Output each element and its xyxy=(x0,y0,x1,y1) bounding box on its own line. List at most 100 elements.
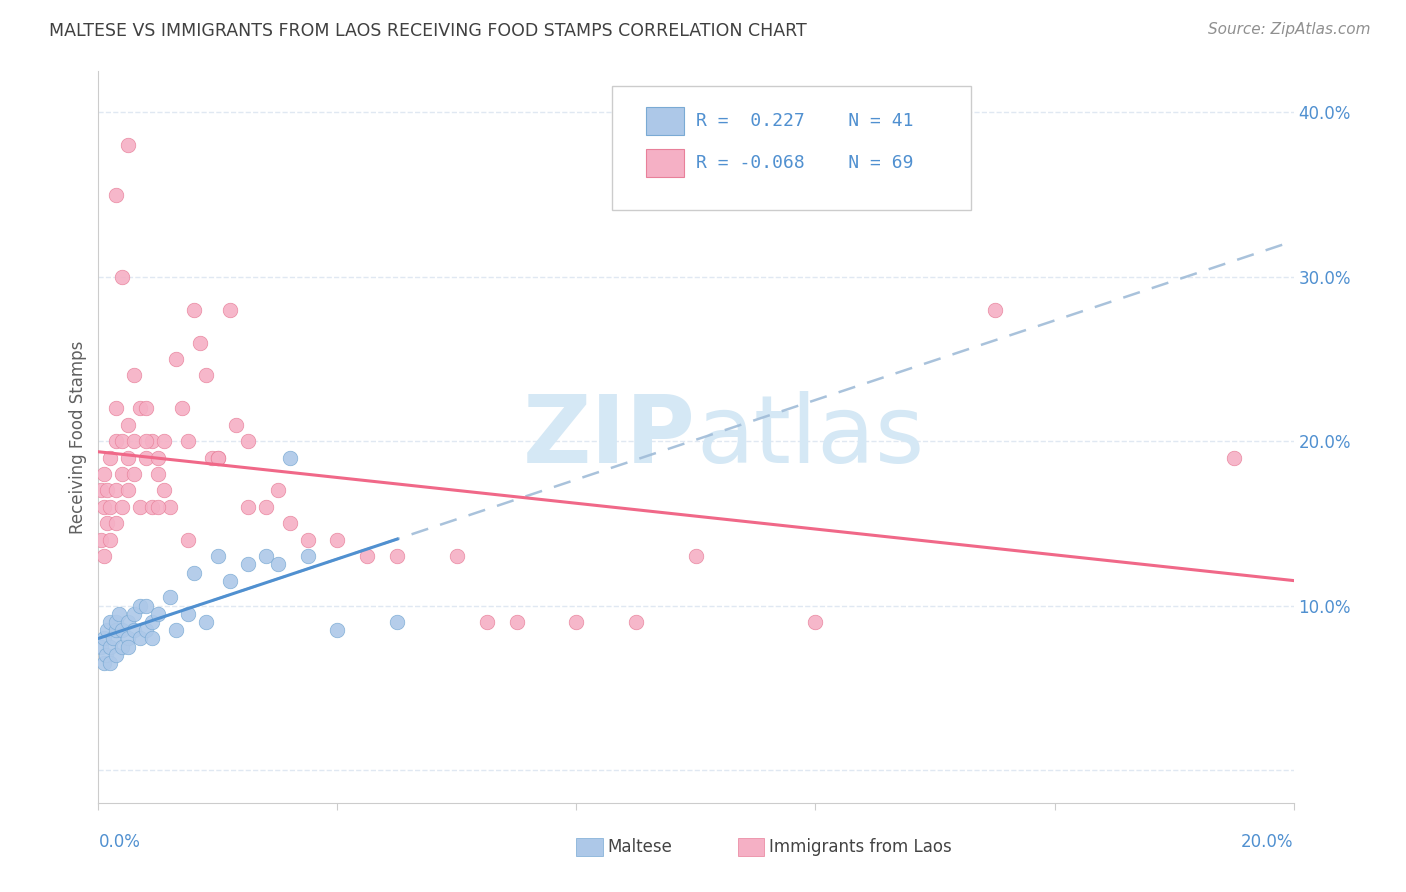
Point xyxy=(105,187,128,202)
Point xyxy=(385,615,409,629)
Point xyxy=(1223,450,1246,465)
Point xyxy=(148,450,170,465)
Point xyxy=(129,599,152,613)
Point xyxy=(141,434,163,449)
Point xyxy=(129,500,152,514)
Point xyxy=(165,624,187,638)
Point xyxy=(93,549,115,564)
Point xyxy=(98,640,122,654)
Point xyxy=(98,450,122,465)
Point xyxy=(98,615,122,629)
Point xyxy=(141,615,163,629)
Point xyxy=(626,615,648,629)
Point xyxy=(124,368,146,383)
Point xyxy=(108,607,131,621)
Text: R = -0.068    N = 69: R = -0.068 N = 69 xyxy=(696,153,914,172)
Point xyxy=(96,516,118,531)
Point xyxy=(201,450,224,465)
Point xyxy=(236,434,259,449)
Point xyxy=(111,500,134,514)
Point xyxy=(98,500,122,514)
Point xyxy=(135,599,157,613)
Point xyxy=(94,648,117,662)
Text: R =  0.227    N = 41: R = 0.227 N = 41 xyxy=(696,112,914,130)
Point xyxy=(236,558,259,572)
Point xyxy=(111,624,134,638)
Point xyxy=(446,549,468,564)
Point xyxy=(278,516,301,531)
Point xyxy=(278,450,301,465)
Point xyxy=(105,624,128,638)
Point xyxy=(326,533,349,547)
Point xyxy=(117,450,139,465)
Point xyxy=(93,467,115,481)
Point xyxy=(105,615,128,629)
Text: MALTESE VS IMMIGRANTS FROM LAOS RECEIVING FOOD STAMPS CORRELATION CHART: MALTESE VS IMMIGRANTS FROM LAOS RECEIVIN… xyxy=(49,22,807,40)
Point xyxy=(385,549,409,564)
Point xyxy=(153,434,176,449)
Text: Source: ZipAtlas.com: Source: ZipAtlas.com xyxy=(1208,22,1371,37)
Point xyxy=(105,401,128,416)
Point xyxy=(195,615,218,629)
Point xyxy=(188,335,211,350)
Point xyxy=(506,615,529,629)
Point xyxy=(135,434,157,449)
Point xyxy=(124,607,146,621)
Point xyxy=(475,615,498,629)
Text: Maltese: Maltese xyxy=(607,838,672,855)
Point xyxy=(159,591,181,605)
Point xyxy=(90,640,112,654)
Point xyxy=(96,624,118,638)
Point xyxy=(93,500,115,514)
Text: 0.0%: 0.0% xyxy=(98,833,141,851)
Point xyxy=(105,516,128,531)
Point xyxy=(254,549,277,564)
Point xyxy=(148,467,170,481)
Point xyxy=(159,500,181,514)
Text: atlas: atlas xyxy=(696,391,924,483)
Point xyxy=(117,417,139,432)
FancyBboxPatch shape xyxy=(613,86,972,211)
Point xyxy=(685,549,707,564)
Point xyxy=(177,434,200,449)
Point xyxy=(356,549,378,564)
Point xyxy=(117,632,139,646)
Point xyxy=(111,640,134,654)
Bar xyxy=(576,838,603,856)
Point xyxy=(297,549,319,564)
Point xyxy=(326,624,349,638)
Point xyxy=(98,656,122,670)
Point xyxy=(90,483,112,498)
Point xyxy=(111,467,134,481)
Text: 20.0%: 20.0% xyxy=(1241,833,1294,851)
Point xyxy=(103,632,125,646)
Point xyxy=(177,607,200,621)
Point xyxy=(135,401,157,416)
Point xyxy=(135,450,157,465)
Point xyxy=(183,302,205,317)
Point xyxy=(93,656,115,670)
Point xyxy=(148,607,170,621)
Point xyxy=(105,434,128,449)
Point xyxy=(105,648,128,662)
Point xyxy=(172,401,194,416)
Point xyxy=(129,632,152,646)
Point xyxy=(117,138,139,153)
Point xyxy=(984,302,1007,317)
Text: ZIP: ZIP xyxy=(523,391,696,483)
Point xyxy=(254,500,277,514)
Point xyxy=(93,632,115,646)
Point xyxy=(148,500,170,514)
Point xyxy=(219,302,242,317)
Y-axis label: Receiving Food Stamps: Receiving Food Stamps xyxy=(69,341,87,533)
Point xyxy=(207,450,229,465)
Bar xyxy=(738,838,763,856)
Point xyxy=(267,558,290,572)
Point xyxy=(225,417,247,432)
Point xyxy=(96,483,118,498)
Point xyxy=(105,483,128,498)
Point xyxy=(141,500,163,514)
Point xyxy=(129,401,152,416)
Point xyxy=(141,632,163,646)
Point xyxy=(207,450,229,465)
